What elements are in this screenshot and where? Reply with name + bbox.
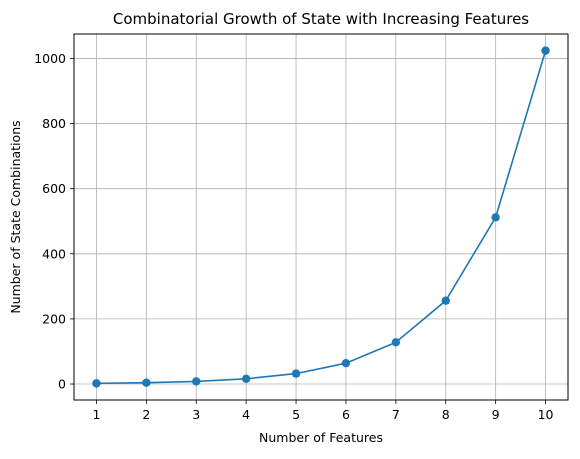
data-point <box>441 296 450 305</box>
series-layer <box>92 46 550 388</box>
x-tick-label: 4 <box>242 407 250 422</box>
x-tick-label: 6 <box>342 407 350 422</box>
x-tick-label: 9 <box>492 407 500 422</box>
x-axis-label: Number of Features <box>259 430 383 445</box>
data-point <box>241 374 251 384</box>
x-tick-label: 10 <box>538 407 554 422</box>
data-point <box>341 358 351 368</box>
y-tick-label: 800 <box>42 116 66 131</box>
data-point <box>391 338 401 347</box>
y-tick-label: 0 <box>58 377 66 392</box>
chart-title: Combinatorial Growth of State with Incre… <box>113 10 529 28</box>
x-tick-label: 1 <box>92 407 100 422</box>
x-tick-label: 7 <box>392 407 400 422</box>
data-point <box>491 213 500 222</box>
x-tick-label: 3 <box>192 407 200 422</box>
y-axis-label: Number of State Combinations <box>8 120 23 313</box>
y-tick-label: 200 <box>42 311 66 326</box>
x-tick-label: 2 <box>142 407 150 422</box>
data-point <box>142 378 151 387</box>
data-point <box>291 369 301 378</box>
x-tick-label: 8 <box>442 407 450 422</box>
y-tick-label: 400 <box>42 246 66 261</box>
data-point <box>192 377 201 386</box>
grid-lines <box>74 34 568 400</box>
data-point <box>541 46 550 55</box>
y-tick-label: 600 <box>42 181 66 196</box>
x-tick-label: 5 <box>292 407 300 422</box>
tick-layer: 1 2 3 4 5 6 7 8 9 10 0 200 400 600 800 1000 <box>34 51 553 422</box>
plot-frame <box>73 33 569 401</box>
y-tick-label: 1000 <box>34 51 66 66</box>
data-point <box>92 379 101 388</box>
series-line <box>96 50 547 385</box>
